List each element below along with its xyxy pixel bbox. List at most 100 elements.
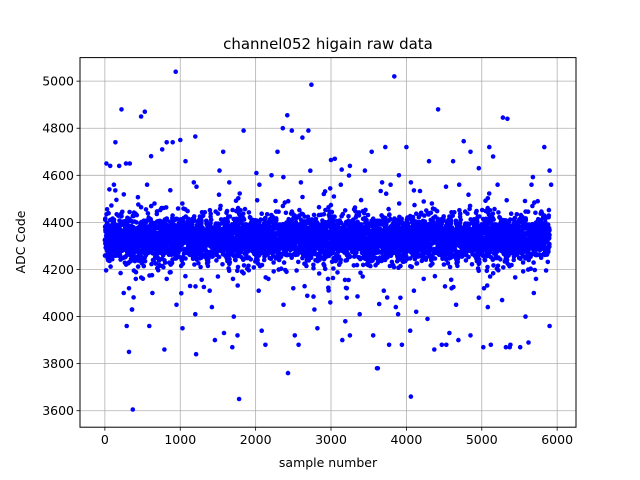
- data-point: [458, 217, 464, 223]
- data-point: [201, 284, 207, 290]
- data-point: [148, 203, 154, 209]
- data-point: [104, 207, 110, 212]
- data-point: [233, 257, 238, 263]
- data-point: [227, 214, 233, 219]
- data-point: [469, 262, 475, 267]
- data-point: [455, 263, 460, 269]
- data-point: [398, 295, 403, 301]
- data-point: [180, 261, 186, 267]
- data-point: [162, 260, 168, 265]
- data-point: [281, 174, 286, 180]
- data-point: [164, 216, 170, 221]
- data-point: [194, 184, 199, 189]
- data-point: [305, 293, 310, 299]
- data-point: [236, 196, 241, 201]
- data-point: [248, 257, 254, 262]
- data-point: [368, 263, 373, 269]
- data-point: [259, 211, 265, 216]
- data-point: [193, 284, 198, 289]
- data-point: [365, 212, 371, 218]
- data-point: [441, 262, 447, 267]
- data-point: [447, 264, 453, 270]
- data-point: [208, 211, 213, 216]
- data-point: [477, 214, 482, 219]
- data-points: [102, 69, 554, 412]
- data-point: [114, 197, 119, 203]
- data-point: [246, 263, 251, 269]
- data-point: [452, 210, 457, 215]
- data-point: [271, 260, 276, 265]
- data-point: [235, 283, 240, 288]
- data-point: [220, 262, 225, 267]
- data-point: [379, 180, 385, 185]
- data-point: [183, 273, 188, 279]
- data-point: [376, 301, 382, 307]
- data-point: [396, 201, 402, 206]
- data-point: [109, 203, 114, 208]
- data-point: [457, 211, 463, 216]
- data-point: [358, 197, 364, 203]
- data-point: [467, 203, 473, 209]
- data-point: [152, 201, 157, 206]
- data-point: [409, 264, 415, 270]
- data-point: [331, 194, 337, 199]
- data-point: [335, 270, 340, 275]
- data-point: [311, 212, 317, 218]
- data-point: [430, 261, 435, 267]
- data-point: [311, 266, 316, 271]
- data-point: [326, 288, 331, 293]
- data-point: [441, 214, 447, 219]
- data-point: [227, 260, 233, 265]
- data-point: [355, 294, 360, 299]
- data-point: [118, 270, 123, 276]
- data-point: [148, 216, 153, 222]
- data-point: [332, 214, 337, 219]
- data-point: [434, 208, 440, 214]
- data-point: [327, 186, 333, 191]
- data-point: [391, 264, 397, 270]
- data-point: [127, 209, 132, 215]
- data-point: [241, 211, 246, 216]
- data-point: [330, 275, 336, 281]
- data-point: [131, 250, 137, 255]
- data-point: [322, 266, 328, 272]
- data-point: [185, 208, 190, 214]
- data-point: [134, 212, 140, 218]
- data-point: [191, 214, 197, 219]
- data-point: [273, 198, 278, 204]
- data-point: [278, 266, 284, 272]
- data-point: [140, 276, 146, 282]
- data-point: [149, 272, 155, 278]
- data-point: [148, 153, 154, 159]
- data-point: [106, 210, 111, 216]
- data-point: [183, 256, 188, 261]
- data-point: [224, 208, 230, 214]
- data-point: [398, 263, 403, 269]
- data-point: [378, 188, 384, 194]
- data-point: [360, 262, 366, 268]
- data-point: [208, 217, 214, 223]
- data-point: [283, 210, 289, 216]
- data-point: [241, 263, 247, 268]
- data-point: [138, 204, 144, 210]
- data-point: [198, 264, 203, 270]
- data-point: [429, 201, 435, 206]
- data-point: [466, 254, 471, 260]
- data-point: [163, 205, 169, 210]
- data-point: [331, 266, 336, 271]
- data-point: [285, 198, 291, 204]
- data-point: [149, 261, 154, 267]
- data-point: [428, 210, 434, 216]
- data-point: [294, 268, 299, 273]
- data-point: [316, 271, 322, 276]
- data-point: [246, 210, 252, 215]
- data-point: [347, 254, 353, 260]
- data-point: [296, 259, 301, 265]
- data-point: [218, 203, 223, 209]
- data-point: [300, 194, 305, 200]
- data-point: [175, 206, 181, 211]
- data-point: [411, 188, 417, 193]
- data-point: [216, 192, 222, 197]
- data-point: [432, 256, 438, 261]
- data-point: [199, 277, 204, 283]
